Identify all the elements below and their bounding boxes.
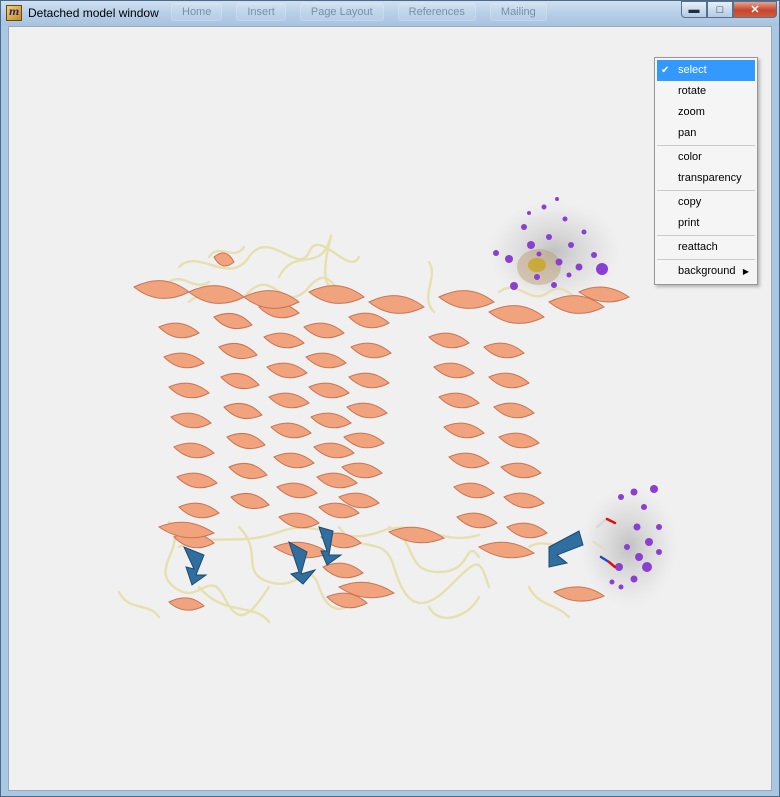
- menu-separator: [657, 190, 755, 191]
- window-title: Detached model window: [28, 6, 159, 20]
- model-viewport[interactable]: ✔ select rotate zoom pan color transpare…: [8, 26, 772, 791]
- maximize-button[interactable]: □: [707, 1, 733, 18]
- helix-1: [158, 322, 220, 549]
- menu-item-label: color: [678, 151, 702, 163]
- menu-item-label: print: [678, 217, 700, 229]
- bg-tab: Mailing: [489, 3, 547, 21]
- minimize-button[interactable]: ▬: [681, 1, 707, 18]
- minimize-icon: ▬: [688, 3, 700, 16]
- menu-separator: [657, 259, 755, 260]
- mathematica-icon[interactable]: m: [6, 5, 22, 21]
- title-bar[interactable]: Home Insert Page Layout References Maili…: [1, 1, 779, 26]
- helix-3: [258, 302, 320, 529]
- ligand-atoms-bottom: [609, 485, 662, 590]
- helix-2: [213, 312, 270, 510]
- menu-item-rotate[interactable]: rotate: [657, 81, 755, 102]
- menu-separator: [657, 235, 755, 236]
- menu-item-transparency[interactable]: transparency: [657, 168, 755, 189]
- beta-sheets: [183, 526, 584, 586]
- menu-item-label: rotate: [678, 85, 707, 97]
- menu-item-background[interactable]: background ▶: [657, 261, 755, 282]
- alpha-helices: [133, 252, 631, 611]
- menu-item-label: select: [678, 64, 707, 76]
- menu-separator: [657, 145, 755, 146]
- menu-item-label: background: [678, 265, 736, 277]
- menu-item-copy[interactable]: copy: [657, 192, 755, 213]
- helix-6: [428, 332, 498, 529]
- checkmark-icon: ✔: [661, 65, 670, 76]
- ligand-cloud-top: [486, 200, 622, 304]
- menu-item-color[interactable]: color: [657, 147, 755, 168]
- ligand-atoms-top: [493, 197, 608, 290]
- submenu-arrow-icon: ▶: [742, 267, 749, 276]
- bg-tab: Page Layout: [299, 3, 384, 21]
- helix-5: [338, 312, 392, 509]
- bg-tab: References: [397, 3, 476, 21]
- menu-item-label: transparency: [678, 172, 742, 184]
- menu-item-label: copy: [678, 196, 702, 208]
- close-button[interactable]: ✕: [733, 1, 777, 18]
- protein-structure-view[interactable]: [9, 27, 771, 790]
- bg-tab: Home: [171, 3, 223, 21]
- maximize-icon: □: [716, 3, 724, 16]
- window-controls: ▬ □ ✕: [681, 1, 777, 18]
- viewer-context-menu: ✔ select rotate zoom pan color transpare…: [654, 57, 758, 285]
- menu-item-label: reattach: [678, 241, 718, 253]
- menu-item-print[interactable]: print: [657, 213, 755, 234]
- background-ribbon: Home Insert Page Layout References Maili…: [171, 1, 681, 23]
- side-chain-sticks: [592, 517, 617, 569]
- bg-tab: Insert: [236, 3, 286, 21]
- menu-item-label: pan: [678, 127, 697, 139]
- menu-item-select[interactable]: ✔ select: [657, 60, 755, 81]
- menu-item-pan[interactable]: pan: [657, 123, 755, 144]
- menu-item-reattach[interactable]: reattach: [657, 237, 755, 258]
- menu-item-label: zoom: [678, 106, 705, 118]
- close-icon: ✕: [750, 4, 760, 16]
- helix-4: [303, 322, 368, 609]
- helix-7: [483, 342, 548, 539]
- menu-item-zoom[interactable]: zoom: [657, 102, 755, 123]
